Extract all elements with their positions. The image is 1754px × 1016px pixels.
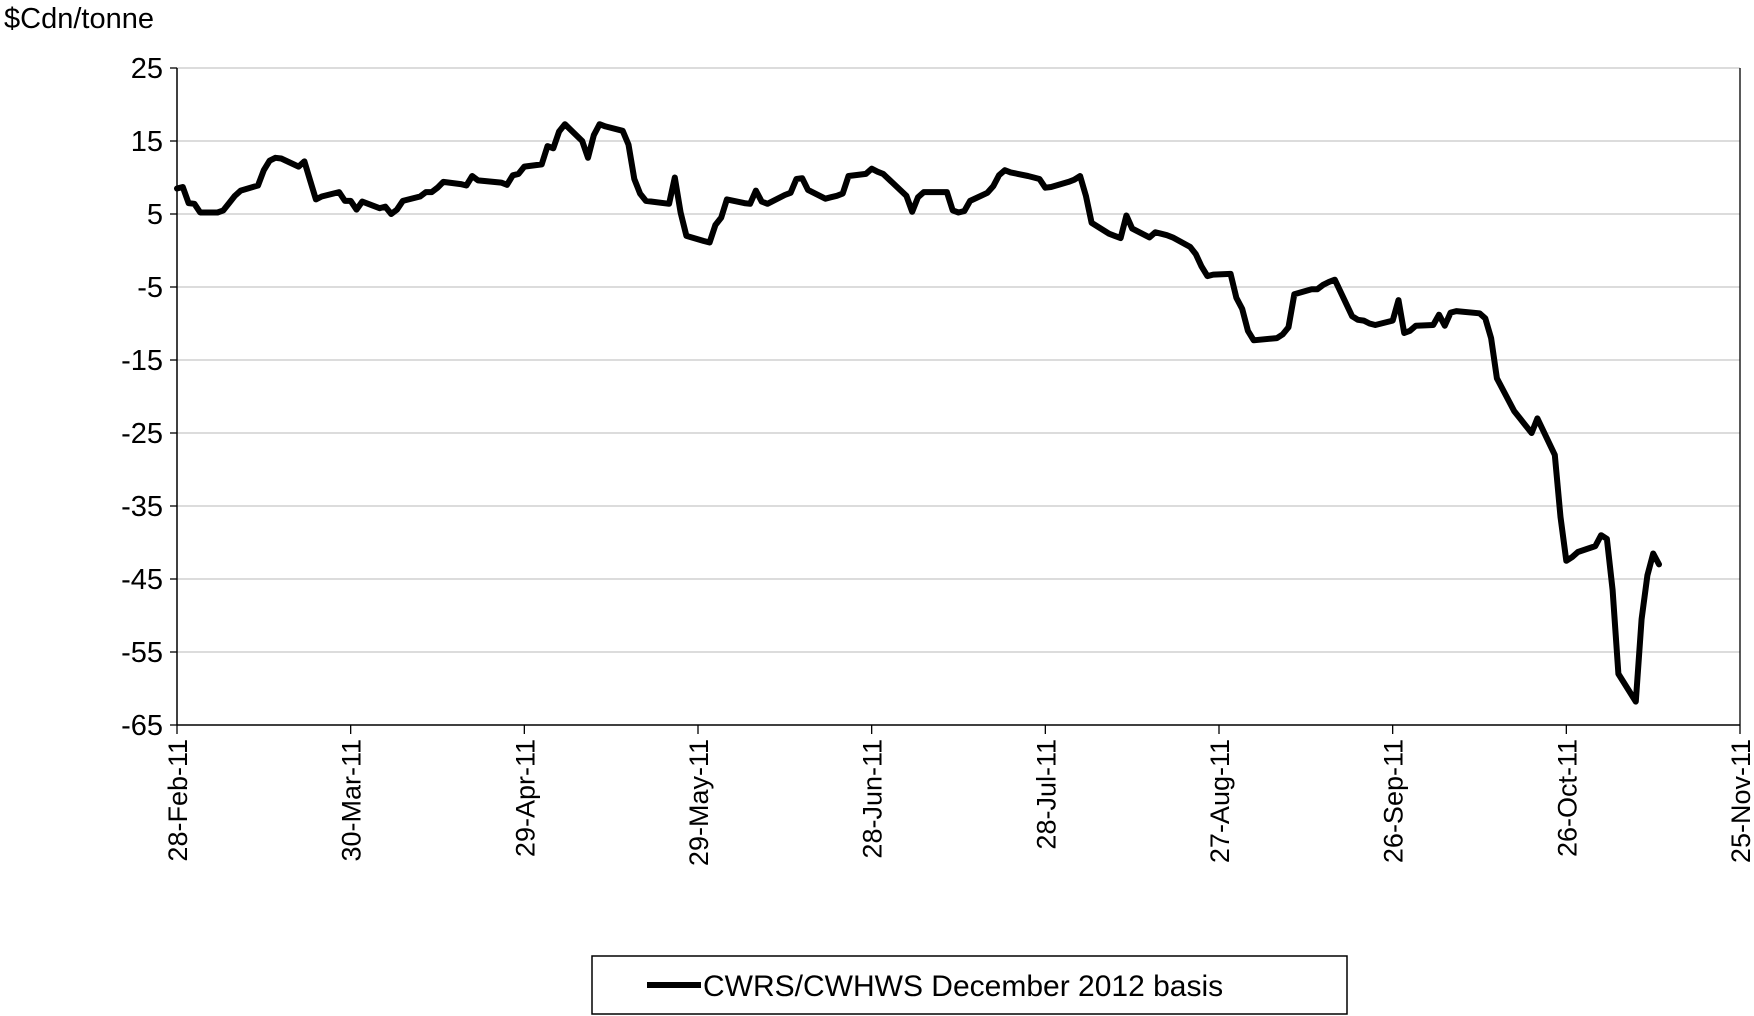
- x-tick-label: 30-Mar-11: [337, 739, 367, 862]
- series-lines: [174, 121, 1662, 705]
- gridlines: [177, 67, 1740, 653]
- x-tick-label: 25-Nov-11: [1726, 739, 1754, 863]
- y-axis-unit-label: $Cdn/tonne: [4, 3, 154, 35]
- y-axis-tick-labels: 25 15 5 -5 -15 -25 -35 -45 -55 -65: [121, 53, 163, 742]
- y-tick-label: -45: [121, 564, 163, 596]
- y-tick-label: -15: [121, 345, 163, 377]
- y-tick-label: 25: [131, 53, 163, 85]
- axes: [170, 67, 1741, 734]
- y-tick-label: 15: [131, 126, 163, 158]
- x-tick-label: 26-Sep-11: [1379, 739, 1409, 863]
- y-tick-label: -25: [121, 418, 163, 450]
- legend-box: [591, 955, 1348, 1015]
- legend-label: CWRS/CWHWS December 2012 basis: [703, 970, 1223, 1003]
- y-tick-label: -55: [121, 637, 163, 669]
- series-line: [174, 121, 1662, 705]
- x-tick-label: 27-Aug-11: [1205, 739, 1235, 863]
- x-tick-label: 29-Apr-11: [510, 739, 540, 857]
- legend: CWRS/CWHWS December 2012 basis: [591, 955, 1348, 1015]
- x-tick-label: 29-May-11: [684, 739, 714, 866]
- x-tick-label: 26-Oct-11: [1552, 739, 1582, 857]
- y-tick-label: -35: [121, 491, 163, 523]
- y-tick-label: -5: [137, 272, 163, 304]
- y-tick-label: -65: [121, 710, 163, 742]
- x-tick-label: 28-Jul-11: [1031, 739, 1061, 850]
- y-tick-label: 5: [147, 199, 163, 231]
- x-axis-tick-labels: 28-Feb-11 30-Mar-11 29-Apr-11 29-May-11 28-J…: [163, 739, 1754, 866]
- x-tick-label: 28-Jun-11: [858, 739, 888, 859]
- x-tick-label: 28-Feb-11: [163, 739, 193, 862]
